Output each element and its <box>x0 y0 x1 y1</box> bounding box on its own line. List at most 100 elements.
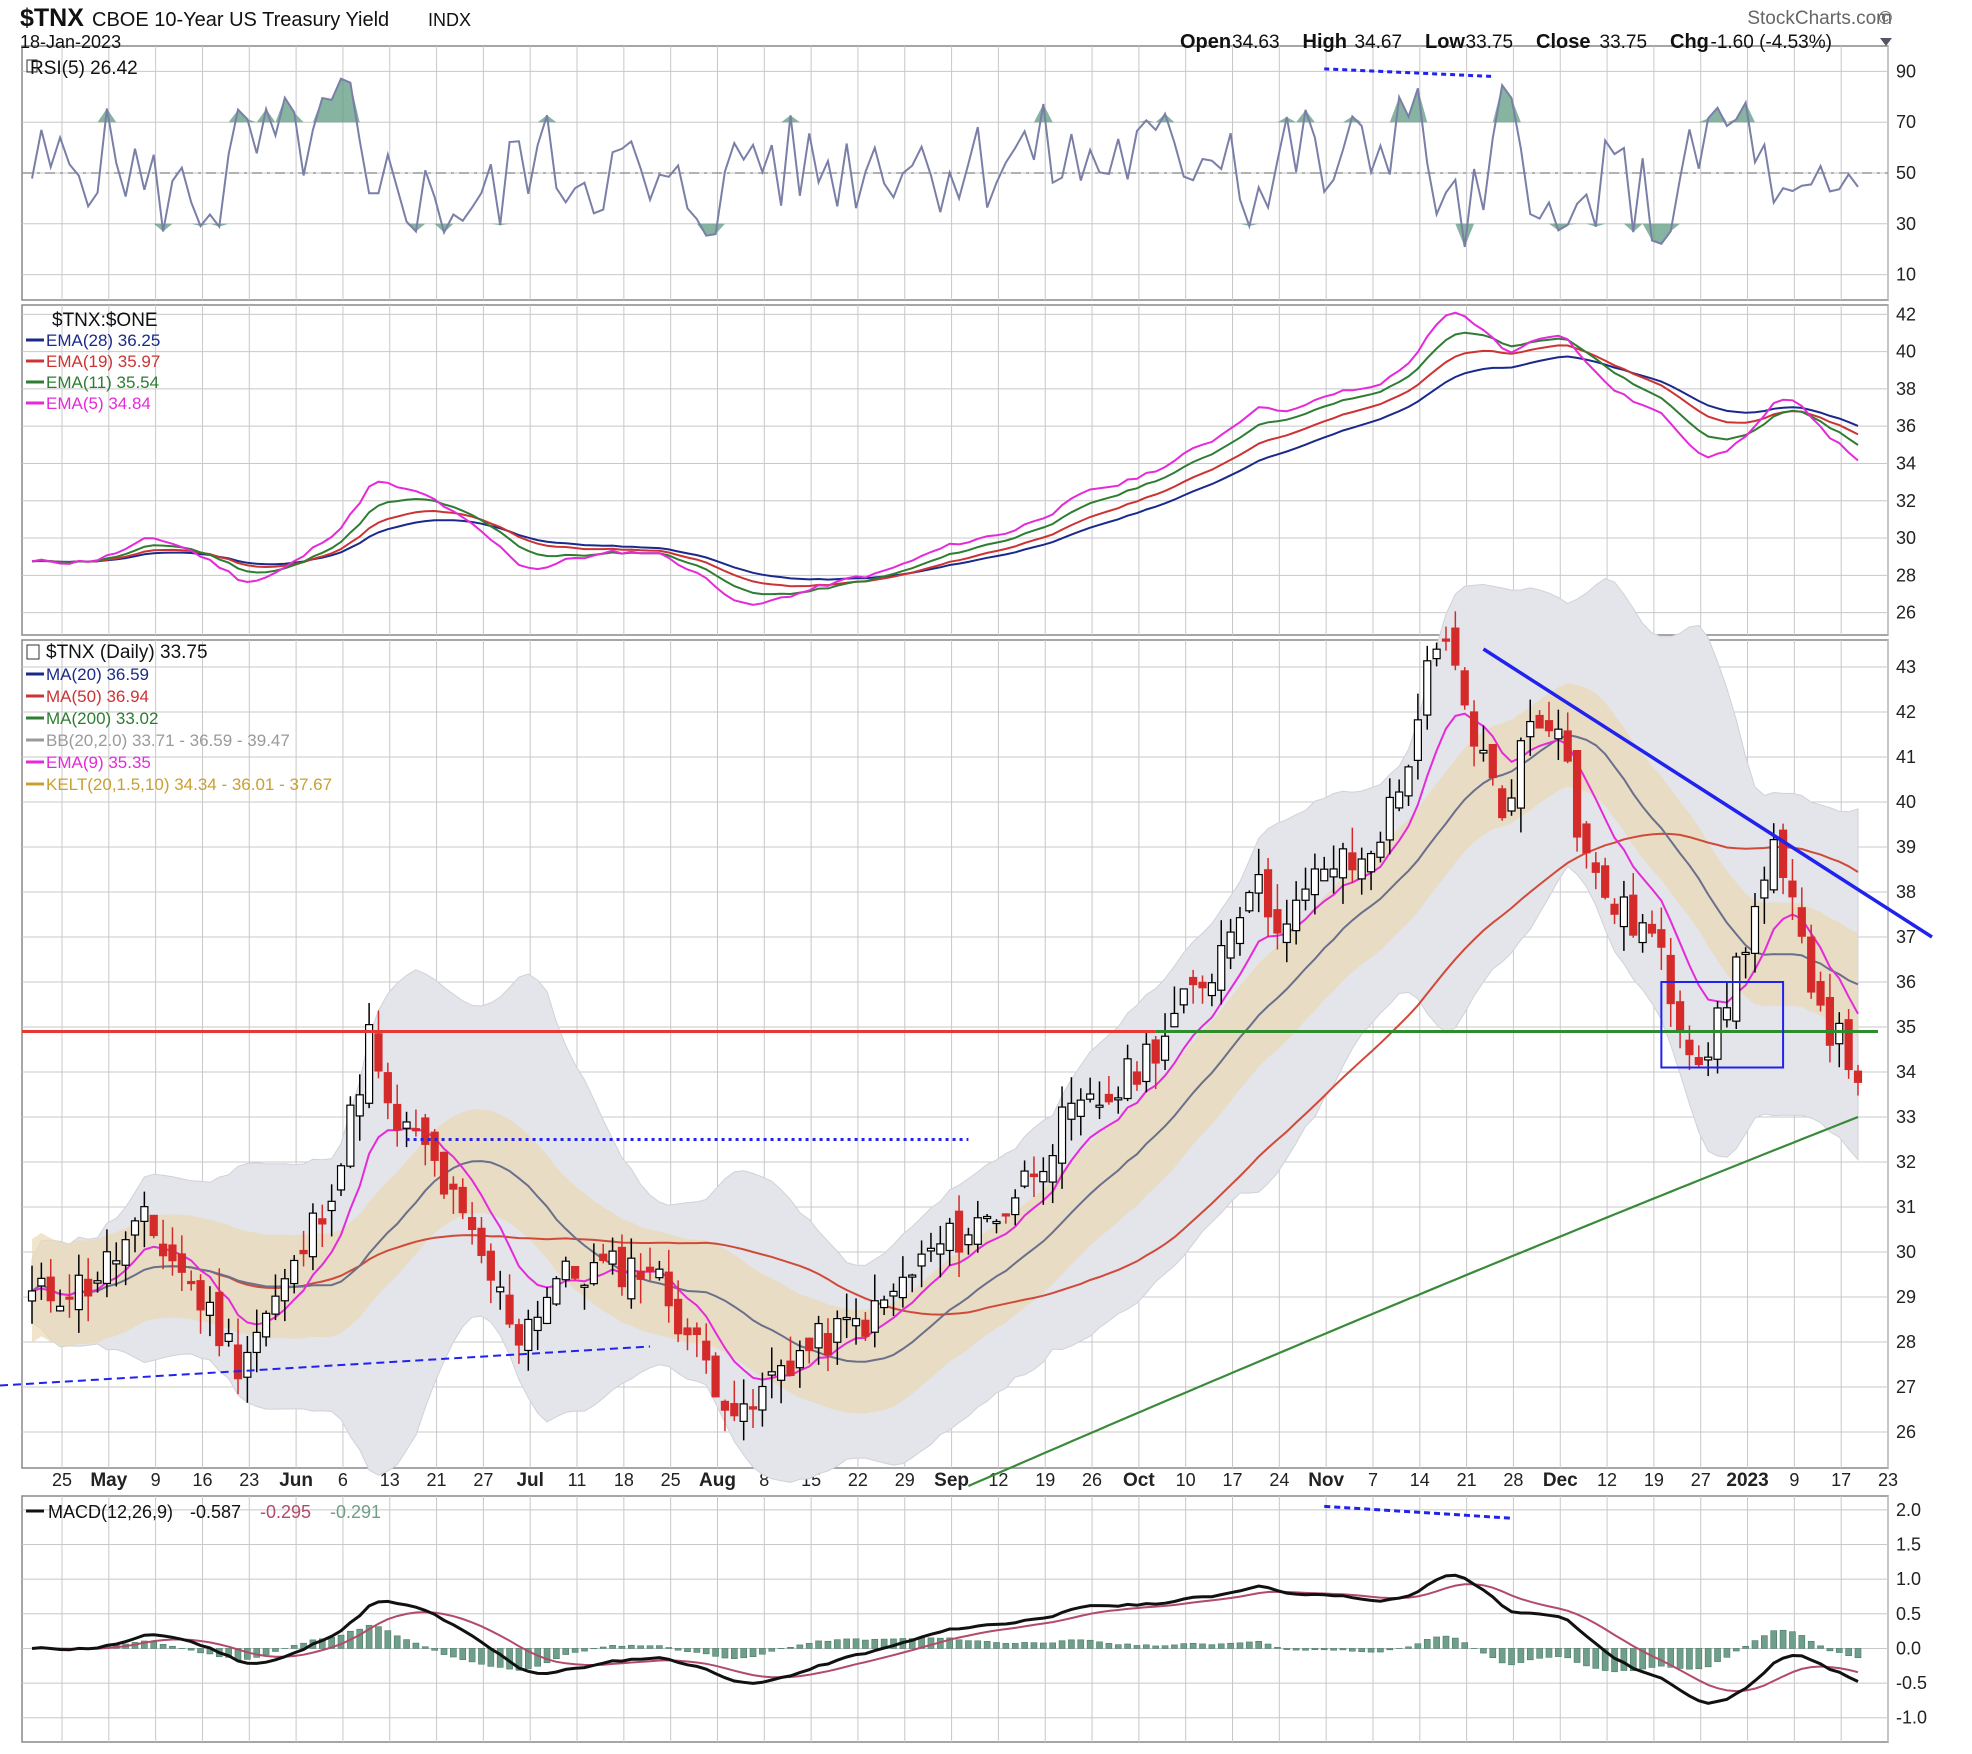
y-tick-label: 28 <box>1896 565 1916 585</box>
candle-body <box>1666 954 1675 1005</box>
ohlc-label-high: High <box>1303 31 1347 53</box>
price-legend-title: $TNX (Daily) 33.75 <box>46 642 208 663</box>
ohlc-value-low: 33.75 <box>1466 32 1514 53</box>
candle-body <box>1329 868 1338 878</box>
candle-body <box>102 1251 112 1285</box>
y-tick-label: 70 <box>1896 112 1916 132</box>
macd-histogram-bar <box>693 1648 701 1653</box>
x-tick-label: May <box>90 1470 127 1491</box>
macd-histogram-bar <box>908 1638 916 1649</box>
macd-histogram-bar <box>1180 1643 1188 1649</box>
macd-histogram-bar <box>1601 1648 1609 1671</box>
macd-histogram-bar <box>983 1641 991 1649</box>
macd-histogram-bar <box>1292 1648 1300 1651</box>
macd-histogram-bar <box>1171 1644 1178 1649</box>
macd-histogram-bar <box>1114 1644 1122 1649</box>
price-legend-item: MA(20) 36.59 <box>46 665 149 684</box>
macd-histogram-bar <box>815 1640 822 1649</box>
candle-body <box>851 1318 861 1327</box>
candle-body <box>711 1355 720 1398</box>
y-tick-label: 42 <box>1896 702 1916 722</box>
candle-body <box>1273 909 1282 934</box>
candle-body <box>1610 903 1619 915</box>
candle-body <box>1816 981 1825 1006</box>
candle-body <box>580 1284 589 1288</box>
candle-body <box>1189 976 1198 986</box>
macd-histogram-bar <box>787 1646 794 1649</box>
macd-histogram-bar <box>187 1648 195 1651</box>
candle-body <box>262 1312 271 1338</box>
macd-histogram-bar <box>740 1648 747 1659</box>
y-tick-label: 35 <box>1896 1017 1916 1037</box>
x-tick-label: Jun <box>279 1470 313 1491</box>
macd-histogram-bar <box>1377 1648 1384 1653</box>
macd-histogram-bar <box>543 1648 551 1664</box>
macd-histogram-bar <box>412 1642 420 1649</box>
candle-body <box>1245 891 1254 912</box>
ohlc-value-close: 33.75 <box>1600 32 1648 53</box>
macd-histogram-bar <box>1751 1640 1759 1649</box>
candle-body <box>1235 917 1245 945</box>
x-tick-label: 25 <box>52 1470 72 1490</box>
y-tick-label: 1.5 <box>1896 1535 1921 1555</box>
price-legend-item: MA(200) 33.02 <box>46 709 158 728</box>
macd-histogram-bar <box>403 1639 410 1649</box>
candle-body <box>514 1324 524 1346</box>
y-tick-label: 26 <box>1896 1422 1916 1442</box>
macd-histogram-bar <box>562 1648 570 1655</box>
candle-body <box>861 1319 870 1337</box>
macd-histogram-bar <box>1414 1643 1422 1649</box>
y-tick-label: 38 <box>1896 882 1916 902</box>
x-tick-label: 2023 <box>1726 1470 1768 1491</box>
candle-body <box>1254 873 1263 894</box>
candle-body <box>299 1249 308 1255</box>
candle-body <box>1526 720 1535 738</box>
macd-histogram-bar <box>272 1648 279 1652</box>
x-tick-label: 6 <box>338 1470 348 1490</box>
macd-histogram-bar <box>871 1638 879 1649</box>
macd-histogram-bar <box>1536 1648 1543 1659</box>
candle-body <box>1619 896 1628 928</box>
candle-body <box>833 1317 842 1343</box>
candle-body <box>926 1247 936 1252</box>
candle-body <box>589 1262 598 1285</box>
macd-histogram-bar <box>1283 1648 1291 1650</box>
candle-body <box>411 1128 421 1132</box>
macd-histogram-bar <box>759 1648 766 1655</box>
candle-body <box>205 1301 215 1316</box>
macd-histogram-bar <box>1508 1648 1515 1666</box>
ticker-symbol: $TNX <box>20 4 84 32</box>
candle-body <box>889 1290 898 1297</box>
macd-histogram-bar <box>1489 1648 1497 1659</box>
candle-body <box>964 1234 973 1246</box>
macd-histogram-bar <box>1040 1642 1047 1649</box>
candle-body <box>1067 1102 1076 1120</box>
macd-histogram-bar <box>1686 1648 1693 1670</box>
candle-body <box>1797 907 1806 937</box>
y-tick-label: 33 <box>1896 1107 1916 1127</box>
x-tick-label: 7 <box>1368 1470 1378 1490</box>
candle-body <box>1582 823 1591 854</box>
macd-histogram-bar <box>150 1641 158 1649</box>
macd-histogram-bar <box>1311 1648 1319 1650</box>
candle-body <box>1479 749 1488 754</box>
ema28-line <box>31 355 1859 581</box>
candle-body <box>842 1316 851 1321</box>
y-tick-label: 30 <box>1896 528 1916 548</box>
macd-histogram-bar <box>1770 1630 1778 1649</box>
macd-histogram-bar <box>1845 1648 1852 1656</box>
x-tick-label: 24 <box>1269 1470 1289 1490</box>
y-tick-label: 90 <box>1896 61 1916 81</box>
macd-histogram-bar <box>665 1647 673 1649</box>
candle-body <box>1292 899 1301 932</box>
ohlc-label-low: Low <box>1425 31 1465 53</box>
macd-histogram-bar <box>1246 1641 1253 1649</box>
macd-histogram-bar <box>1068 1639 1075 1649</box>
macd-histogram-bar <box>581 1648 588 1652</box>
candle-body <box>1151 1039 1160 1064</box>
y-tick-label: 10 <box>1896 265 1916 285</box>
candle-body <box>1039 1170 1048 1183</box>
ema-panel-frame <box>21 304 1889 636</box>
macd-histogram-bar <box>1021 1642 1028 1649</box>
candle-body <box>720 1400 730 1411</box>
